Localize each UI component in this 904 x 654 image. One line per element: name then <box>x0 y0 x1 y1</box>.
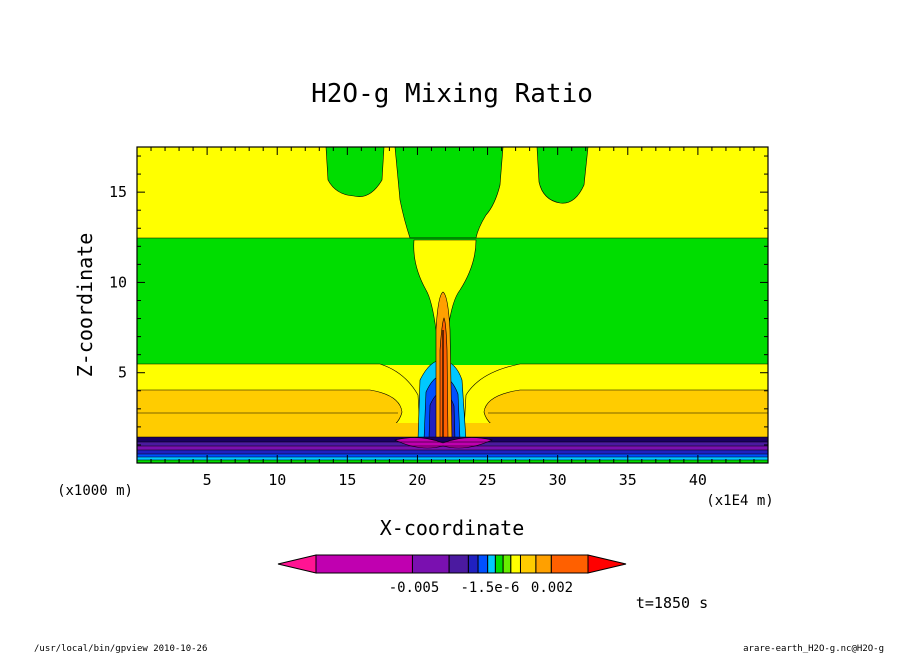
x-tick-label: 20 <box>408 471 426 489</box>
colorbar-label: -1.5e-6 <box>460 580 519 596</box>
colorbar-swatch <box>550 554 589 574</box>
region-bottom-layer-7 <box>137 460 768 463</box>
x-tick-label: 35 <box>619 471 637 489</box>
colorbar-swatch <box>467 554 479 574</box>
colorbar-swatch <box>494 554 504 574</box>
time-label: t=1850 s <box>636 594 708 612</box>
colorbar-label: 0.002 <box>531 580 573 596</box>
region-bottom-layer-3 <box>137 446 768 450</box>
colorbar-swatch <box>519 554 537 574</box>
x-tick-label: 10 <box>268 471 286 489</box>
region-green-column <box>394 147 504 239</box>
colorbar-swatch <box>502 554 512 574</box>
y-axis: 5 10 15 <box>109 155 768 446</box>
colorbar-swatch <box>535 554 552 574</box>
x-tick-label: 5 <box>203 471 212 489</box>
x-tick-label: 25 <box>479 471 497 489</box>
y-tick-label: 5 <box>118 364 127 382</box>
y-tick-label: 15 <box>109 183 127 201</box>
program-label: /usr/local/bin/gpview 2010-10-26 <box>34 644 207 654</box>
y-unit-label: (x1000 m) <box>57 483 133 499</box>
region-green-lobe-left <box>325 147 385 197</box>
colorbar-swatch <box>315 554 413 574</box>
chart-title: H2O-g Mixing Ratio <box>311 79 593 109</box>
colorbar-swatch <box>448 554 469 574</box>
x-tick-label: 40 <box>689 471 707 489</box>
source-label: arare-earth_H2O-g.nc@H2O-g <box>743 644 884 654</box>
contour-field <box>137 147 768 463</box>
x-unit-label: (x1E4 m) <box>706 493 773 509</box>
colorbar-swatch <box>487 554 496 574</box>
x-axis: 5 10 15 20 25 30 35 40 <box>150 147 755 489</box>
x-axis-label: X-coordinate <box>380 516 525 540</box>
colorbar-swatch <box>411 554 450 574</box>
region-bottom-layer-6 <box>137 457 768 460</box>
x-tick-label: 30 <box>549 471 567 489</box>
region-bottom-layer-5 <box>137 454 768 457</box>
colorbar-label: -0.005 <box>389 580 440 596</box>
colorbar-high-arrow <box>587 554 627 574</box>
region-surface-magenta <box>394 437 493 449</box>
colorbar-swatch <box>477 554 489 574</box>
colorbar-swatch <box>510 554 521 574</box>
region-bottom-layer-4 <box>137 450 768 454</box>
plot-frame <box>136 146 769 464</box>
region-green-lobe-right <box>536 147 589 204</box>
x-tick-label: 15 <box>338 471 356 489</box>
y-tick-label: 10 <box>109 273 127 291</box>
colorbar-low-arrow <box>277 554 317 574</box>
region-red-core <box>439 317 449 441</box>
colorbar: -0.005 -1.5e-6 0.002 <box>277 554 627 596</box>
region-bottom-layer-1 <box>137 437 768 442</box>
y-axis-label: Z-coordinate <box>73 233 97 378</box>
